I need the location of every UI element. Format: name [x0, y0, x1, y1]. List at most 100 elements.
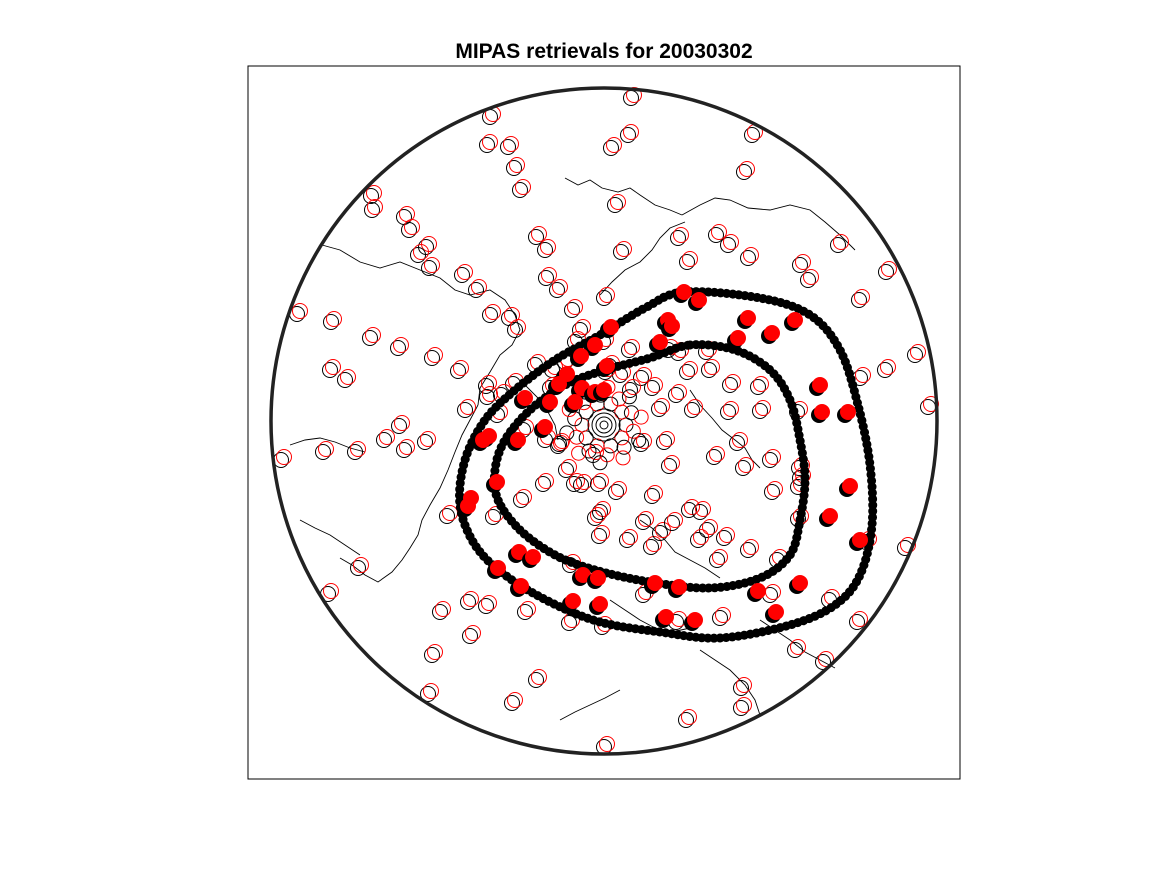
- open-marker-black: [729, 435, 745, 451]
- open-marker-red: [910, 344, 926, 360]
- open-marker-red: [453, 360, 469, 376]
- open-marker-black: [362, 330, 378, 346]
- open-marker-black: [558, 462, 574, 478]
- open-marker-red: [595, 501, 611, 517]
- open-marker-black: [670, 230, 686, 246]
- open-marker-black: [878, 264, 894, 280]
- filled-marker-red: [565, 593, 581, 609]
- open-marker-red: [516, 489, 532, 505]
- open-marker-black: [573, 477, 589, 493]
- open-marker-black: [656, 434, 672, 450]
- open-marker-red: [725, 374, 741, 390]
- open-marker-red: [900, 537, 916, 553]
- open-marker-black: [815, 654, 831, 670]
- open-marker-red: [482, 386, 498, 402]
- filled-marker-red: [812, 377, 828, 393]
- open-marker-red: [350, 441, 366, 457]
- open-marker-red: [421, 236, 437, 252]
- open-marker-red: [681, 709, 697, 725]
- filled-marker-red: [764, 325, 780, 341]
- open-marker-red: [413, 244, 429, 260]
- open-marker-black: [479, 389, 495, 405]
- filled-marker-red: [551, 376, 567, 392]
- open-marker-black: [664, 515, 680, 531]
- open-marker-black: [478, 378, 494, 394]
- filled-markers-layer: [457, 284, 868, 631]
- open-marker-black: [572, 322, 588, 338]
- filled-marker-red: [647, 575, 663, 591]
- open-marker-red: [576, 474, 592, 490]
- open-marker-red: [712, 549, 728, 565]
- coastline-segment: [339, 404, 479, 583]
- open-marker-black: [538, 270, 554, 286]
- open-marker-red: [367, 199, 383, 215]
- open-marker-red: [423, 683, 439, 699]
- open-marker-black: [603, 140, 619, 156]
- open-marker-red: [719, 527, 735, 543]
- open-marker-black: [587, 510, 603, 526]
- open-marker-red: [622, 529, 638, 545]
- open-marker-black: [479, 137, 495, 153]
- open-marker-red: [624, 339, 640, 355]
- open-marker-red: [732, 432, 748, 448]
- open-marker-black: [507, 322, 523, 338]
- open-marker-black: [661, 458, 677, 474]
- filled-marker-red: [517, 390, 533, 406]
- open-marker-red: [654, 398, 670, 414]
- open-marker-red: [855, 367, 871, 383]
- open-marker-black: [485, 509, 501, 525]
- pole-marker: [603, 396, 619, 412]
- open-marker-black: [787, 642, 803, 658]
- open-marker-black: [635, 587, 651, 603]
- open-marker-black: [454, 267, 470, 283]
- open-marker-red: [684, 499, 700, 515]
- pole-marker: [615, 450, 631, 466]
- open-marker-black: [322, 362, 338, 378]
- open-marker-black: [608, 484, 624, 500]
- filled-marker-red: [567, 394, 583, 410]
- open-marker-red: [515, 179, 531, 195]
- pole-marker: [592, 455, 608, 471]
- open-marker-black: [564, 302, 580, 318]
- open-marker-red: [723, 234, 739, 250]
- coastline-segment: [299, 519, 361, 556]
- open-marker-red: [687, 399, 703, 415]
- coastline-segment: [699, 649, 761, 716]
- open-marker-black: [907, 347, 923, 363]
- open-marker-black: [591, 528, 607, 544]
- coastline-segment: [639, 519, 721, 579]
- open-marker-red: [880, 359, 896, 375]
- open-marker-red: [854, 289, 870, 305]
- open-marker-black: [391, 418, 407, 434]
- filled-marker-red: [687, 612, 703, 628]
- open-marker-red: [457, 264, 473, 280]
- open-marker-black: [716, 530, 732, 546]
- open-marker-red: [795, 254, 811, 270]
- open-marker-black: [364, 202, 380, 218]
- pole-ring: [591, 412, 617, 438]
- filled-marker-red: [525, 549, 541, 565]
- pole-marker: [578, 404, 594, 420]
- open-marker-red: [394, 415, 410, 431]
- filled-marker-red: [596, 382, 612, 398]
- open-marker-red: [485, 304, 501, 320]
- open-marker-red: [509, 157, 525, 173]
- open-marker-red: [552, 279, 568, 295]
- open-marker-red: [507, 692, 523, 708]
- open-marker-black: [684, 402, 700, 418]
- open-marker-black: [401, 222, 417, 238]
- open-marker-red: [682, 361, 698, 377]
- open-marker-black: [643, 539, 659, 555]
- open-marker-red: [611, 481, 627, 497]
- open-marker-red: [340, 369, 356, 385]
- pole-marker: [569, 429, 585, 445]
- open-marker-red: [541, 267, 557, 283]
- open-marker-red: [553, 435, 569, 451]
- open-marker-black: [621, 342, 637, 358]
- open-marker-red: [723, 401, 739, 417]
- open-marker-red: [482, 134, 498, 150]
- open-marker-black: [740, 250, 756, 266]
- open-marker-black: [347, 444, 363, 460]
- open-marker-black: [679, 364, 695, 380]
- open-marker-red: [569, 473, 585, 489]
